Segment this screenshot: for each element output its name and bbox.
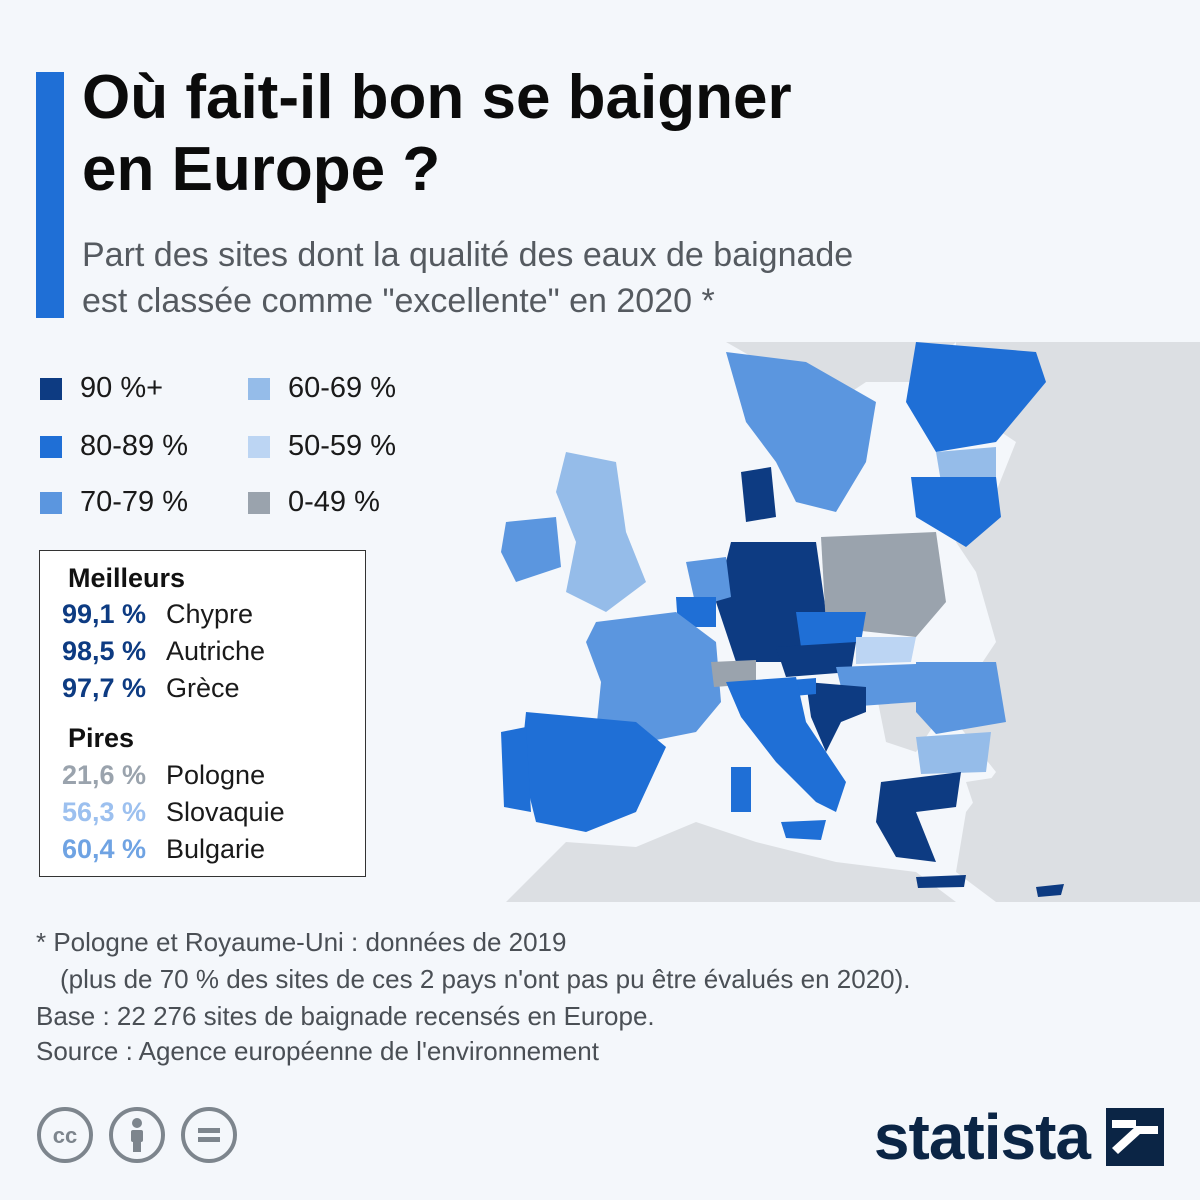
land-no-data-east	[956, 342, 1200, 902]
legend-label: 50-59 %	[288, 430, 397, 462]
country-greece	[876, 772, 961, 862]
worst-country: Pologne	[166, 760, 266, 790]
land-no-data-africa	[506, 822, 956, 902]
statista-brand[interactable]: statista	[874, 1100, 1164, 1174]
page-title: Où fait-il bon se baigner en Europe ?	[82, 62, 1082, 206]
legend-swatch-90-plus	[40, 377, 62, 400]
best-value: 97,7 %	[62, 673, 147, 703]
worst-value: 21,6 %	[62, 760, 147, 790]
country-austria	[776, 642, 856, 677]
no-derivatives-icon[interactable]	[180, 1106, 238, 1164]
best-heading: Meilleurs	[68, 563, 186, 593]
legend-swatch-80-89	[40, 435, 62, 458]
legend-swatch-0-49	[248, 491, 270, 514]
legend-label: 90 %+	[80, 372, 164, 404]
europe-map	[396, 342, 1200, 902]
country-italy	[726, 677, 846, 812]
legend-label: 80-89 %	[80, 430, 189, 462]
country-croatia	[806, 682, 866, 752]
worst-value: 56,3 %	[62, 797, 147, 827]
legend-item-70-79: 70-79 %	[40, 486, 188, 519]
ranking-box: Meilleurs 99,1 % Chypre 98,5 % Autriche 97…	[39, 550, 366, 877]
footnotes: * Pologne et Royaume-Uni : données de 20…	[36, 924, 1176, 1035]
country-finland	[906, 342, 1046, 452]
country-czechia	[796, 612, 866, 647]
land-no-data-turkey	[966, 762, 1176, 872]
footnote-line-1: * Pologne et Royaume-Uni : données de 20…	[36, 927, 567, 957]
footnote-line-3: Base : 22 276 sites de baignade recensés…	[36, 1001, 655, 1031]
source-line: Source : Agence européenne de l'environn…	[36, 1036, 599, 1066]
country-norway-sweden-outline	[726, 352, 876, 512]
country-sardinia	[731, 767, 751, 812]
subtitle-line-2: est classée comme "excellente" en 2020 *	[82, 282, 715, 320]
best-row: 98,5 % Autriche	[62, 636, 265, 667]
worst-row: 60,4 % Bulgarie	[62, 834, 265, 865]
legend-item-60-69: 60-69 %	[248, 372, 396, 405]
title-accent-bar	[36, 72, 64, 318]
brand-name: statista	[873, 1101, 1091, 1173]
attribution-icon[interactable]	[108, 1106, 166, 1164]
legend-label: 70-79 %	[80, 486, 189, 518]
subtitle-line-1: Part des sites dont la qualité des eaux …	[82, 236, 854, 274]
title-line-2: en Europe ?	[82, 135, 441, 204]
best-row: 99,1 % Chypre	[62, 599, 253, 630]
best-country: Chypre	[166, 599, 254, 629]
legend-label: 60-69 %	[288, 372, 397, 404]
worst-row: 21,6 % Pologne	[62, 760, 265, 791]
statista-logo-icon	[1106, 1108, 1164, 1166]
country-latvia-lithuania	[911, 477, 1001, 547]
license-icons: cc	[36, 1106, 238, 1164]
country-netherlands	[686, 557, 731, 607]
land-no-data-north	[726, 342, 956, 402]
best-country: Autriche	[166, 636, 266, 666]
svg-text:cc: cc	[53, 1123, 77, 1148]
country-slovakia	[856, 637, 916, 664]
country-cyprus	[1036, 884, 1064, 897]
country-switzerland	[711, 660, 756, 687]
country-bulgaria	[916, 732, 991, 774]
country-portugal	[501, 727, 531, 812]
country-poland	[821, 532, 946, 637]
best-value: 99,1 %	[62, 599, 147, 629]
country-uk	[556, 452, 646, 612]
country-france	[586, 612, 721, 742]
country-sicily	[781, 820, 826, 840]
legend-item-90-plus: 90 %+	[40, 372, 163, 405]
country-denmark	[741, 467, 776, 522]
country-spain	[521, 712, 666, 832]
worst-heading: Pires	[68, 723, 135, 753]
legend-item-50-59: 50-59 %	[248, 430, 396, 463]
title-line-1: Où fait-il bon se baigner	[82, 63, 792, 132]
worst-row: 56,3 % Slovaquie	[62, 797, 285, 828]
best-country: Grèce	[166, 673, 240, 703]
worst-country: Bulgarie	[166, 834, 266, 864]
legend-item-0-49: 0-49 %	[248, 486, 380, 519]
page-subtitle: Part des sites dont la qualité des eaux …	[82, 232, 1082, 324]
worst-value: 60,4 %	[62, 834, 147, 864]
country-ireland	[501, 517, 561, 582]
best-value: 98,5 %	[62, 636, 147, 666]
legend-swatch-60-69	[248, 377, 270, 400]
country-germany	[716, 542, 826, 662]
country-estonia	[936, 447, 996, 482]
legend-swatch-50-59	[248, 435, 270, 458]
legend-label: 0-49 %	[288, 486, 380, 518]
cc-icon[interactable]: cc	[36, 1106, 94, 1164]
country-greece-crete	[916, 875, 966, 888]
worst-country: Slovaquie	[166, 797, 285, 827]
footnote-line-2: (plus de 70 % des sites de ces 2 pays n'…	[60, 964, 911, 994]
legend-item-80-89: 80-89 %	[40, 430, 188, 463]
best-row: 97,7 % Grèce	[62, 673, 240, 704]
legend-swatch-70-79	[40, 491, 62, 514]
country-romania	[916, 662, 1006, 734]
